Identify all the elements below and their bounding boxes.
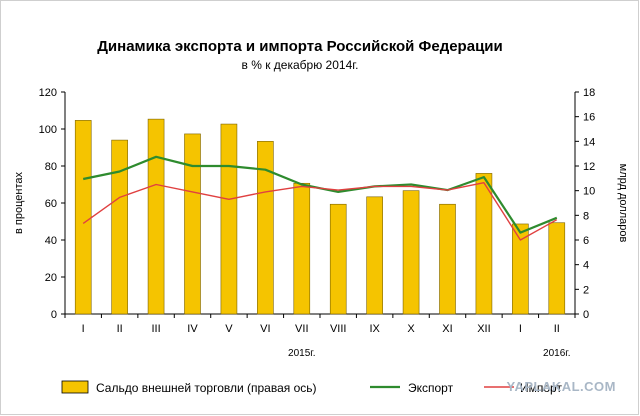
bar xyxy=(220,123,238,315)
left-tick-label: 60 xyxy=(45,198,57,210)
right-tick-label: 2 xyxy=(583,284,589,296)
bar xyxy=(439,203,456,315)
chart-subtitle: в % к декабрю 2014г. xyxy=(241,58,359,72)
legend-label-import: Импорт xyxy=(520,381,562,395)
watermark: YAPLAKAL.COM xyxy=(506,379,616,394)
x-tick-label: VIII xyxy=(330,323,347,335)
x-tick-label: I xyxy=(82,323,85,335)
right-tick-label: 14 xyxy=(583,136,595,148)
x-tick-label: VI xyxy=(260,323,270,335)
x-tick-label: IX xyxy=(369,323,380,335)
import-line xyxy=(82,181,558,241)
bar xyxy=(147,118,165,315)
legend-label-export: Экспорт xyxy=(408,381,454,395)
left-tick-label: 0 xyxy=(51,309,57,321)
x-tick-label: II xyxy=(554,323,560,335)
left-tick-label: 80 xyxy=(45,161,57,173)
right-tick-label: 18 xyxy=(583,87,595,99)
left-tick-label: 40 xyxy=(45,235,57,247)
right-tick-label: 4 xyxy=(583,260,589,272)
x-tick-label: III xyxy=(151,323,160,335)
left-tick-label: 100 xyxy=(39,124,57,136)
legend-label-balance: Сальдо внешней торговли (правая ось) xyxy=(96,381,317,395)
bar xyxy=(293,182,311,315)
left-tick-label: 20 xyxy=(45,272,57,284)
x-tick-label: V xyxy=(225,323,233,335)
right-tick-label: 12 xyxy=(583,161,595,173)
right-tick-label: 10 xyxy=(583,186,595,198)
left-axis-label: в процентах xyxy=(13,172,25,234)
bar xyxy=(184,133,201,315)
right-tick-label: 8 xyxy=(583,210,589,222)
x-tick-label: I xyxy=(519,323,522,335)
right-tick-label: 6 xyxy=(583,235,589,247)
x-tick-label: XII xyxy=(477,323,490,335)
year-label: 2016г. xyxy=(543,348,570,359)
right-tick-label: 0 xyxy=(583,309,589,321)
x-tick-label: IV xyxy=(187,323,198,335)
year-label: 2015г. xyxy=(288,348,315,359)
bar xyxy=(512,223,529,315)
bar xyxy=(257,141,274,315)
bar xyxy=(329,203,347,315)
bar xyxy=(366,196,383,315)
x-tick-label: XI xyxy=(442,323,452,335)
bar xyxy=(475,173,493,315)
x-tick-label: VII xyxy=(295,323,308,335)
x-tick-label: II xyxy=(117,323,123,335)
right-tick-label: 16 xyxy=(583,112,595,124)
bar xyxy=(548,222,566,315)
bar xyxy=(111,139,128,315)
right-axis-label: млрд долларов xyxy=(617,164,629,243)
chart-title: Динамика экспорта и импорта Российской Ф… xyxy=(97,38,503,55)
bar xyxy=(402,190,420,315)
bar xyxy=(74,120,92,315)
left-tick-label: 120 xyxy=(39,87,57,99)
legend-swatch-balance xyxy=(61,380,89,394)
x-tick-label: X xyxy=(407,323,415,335)
